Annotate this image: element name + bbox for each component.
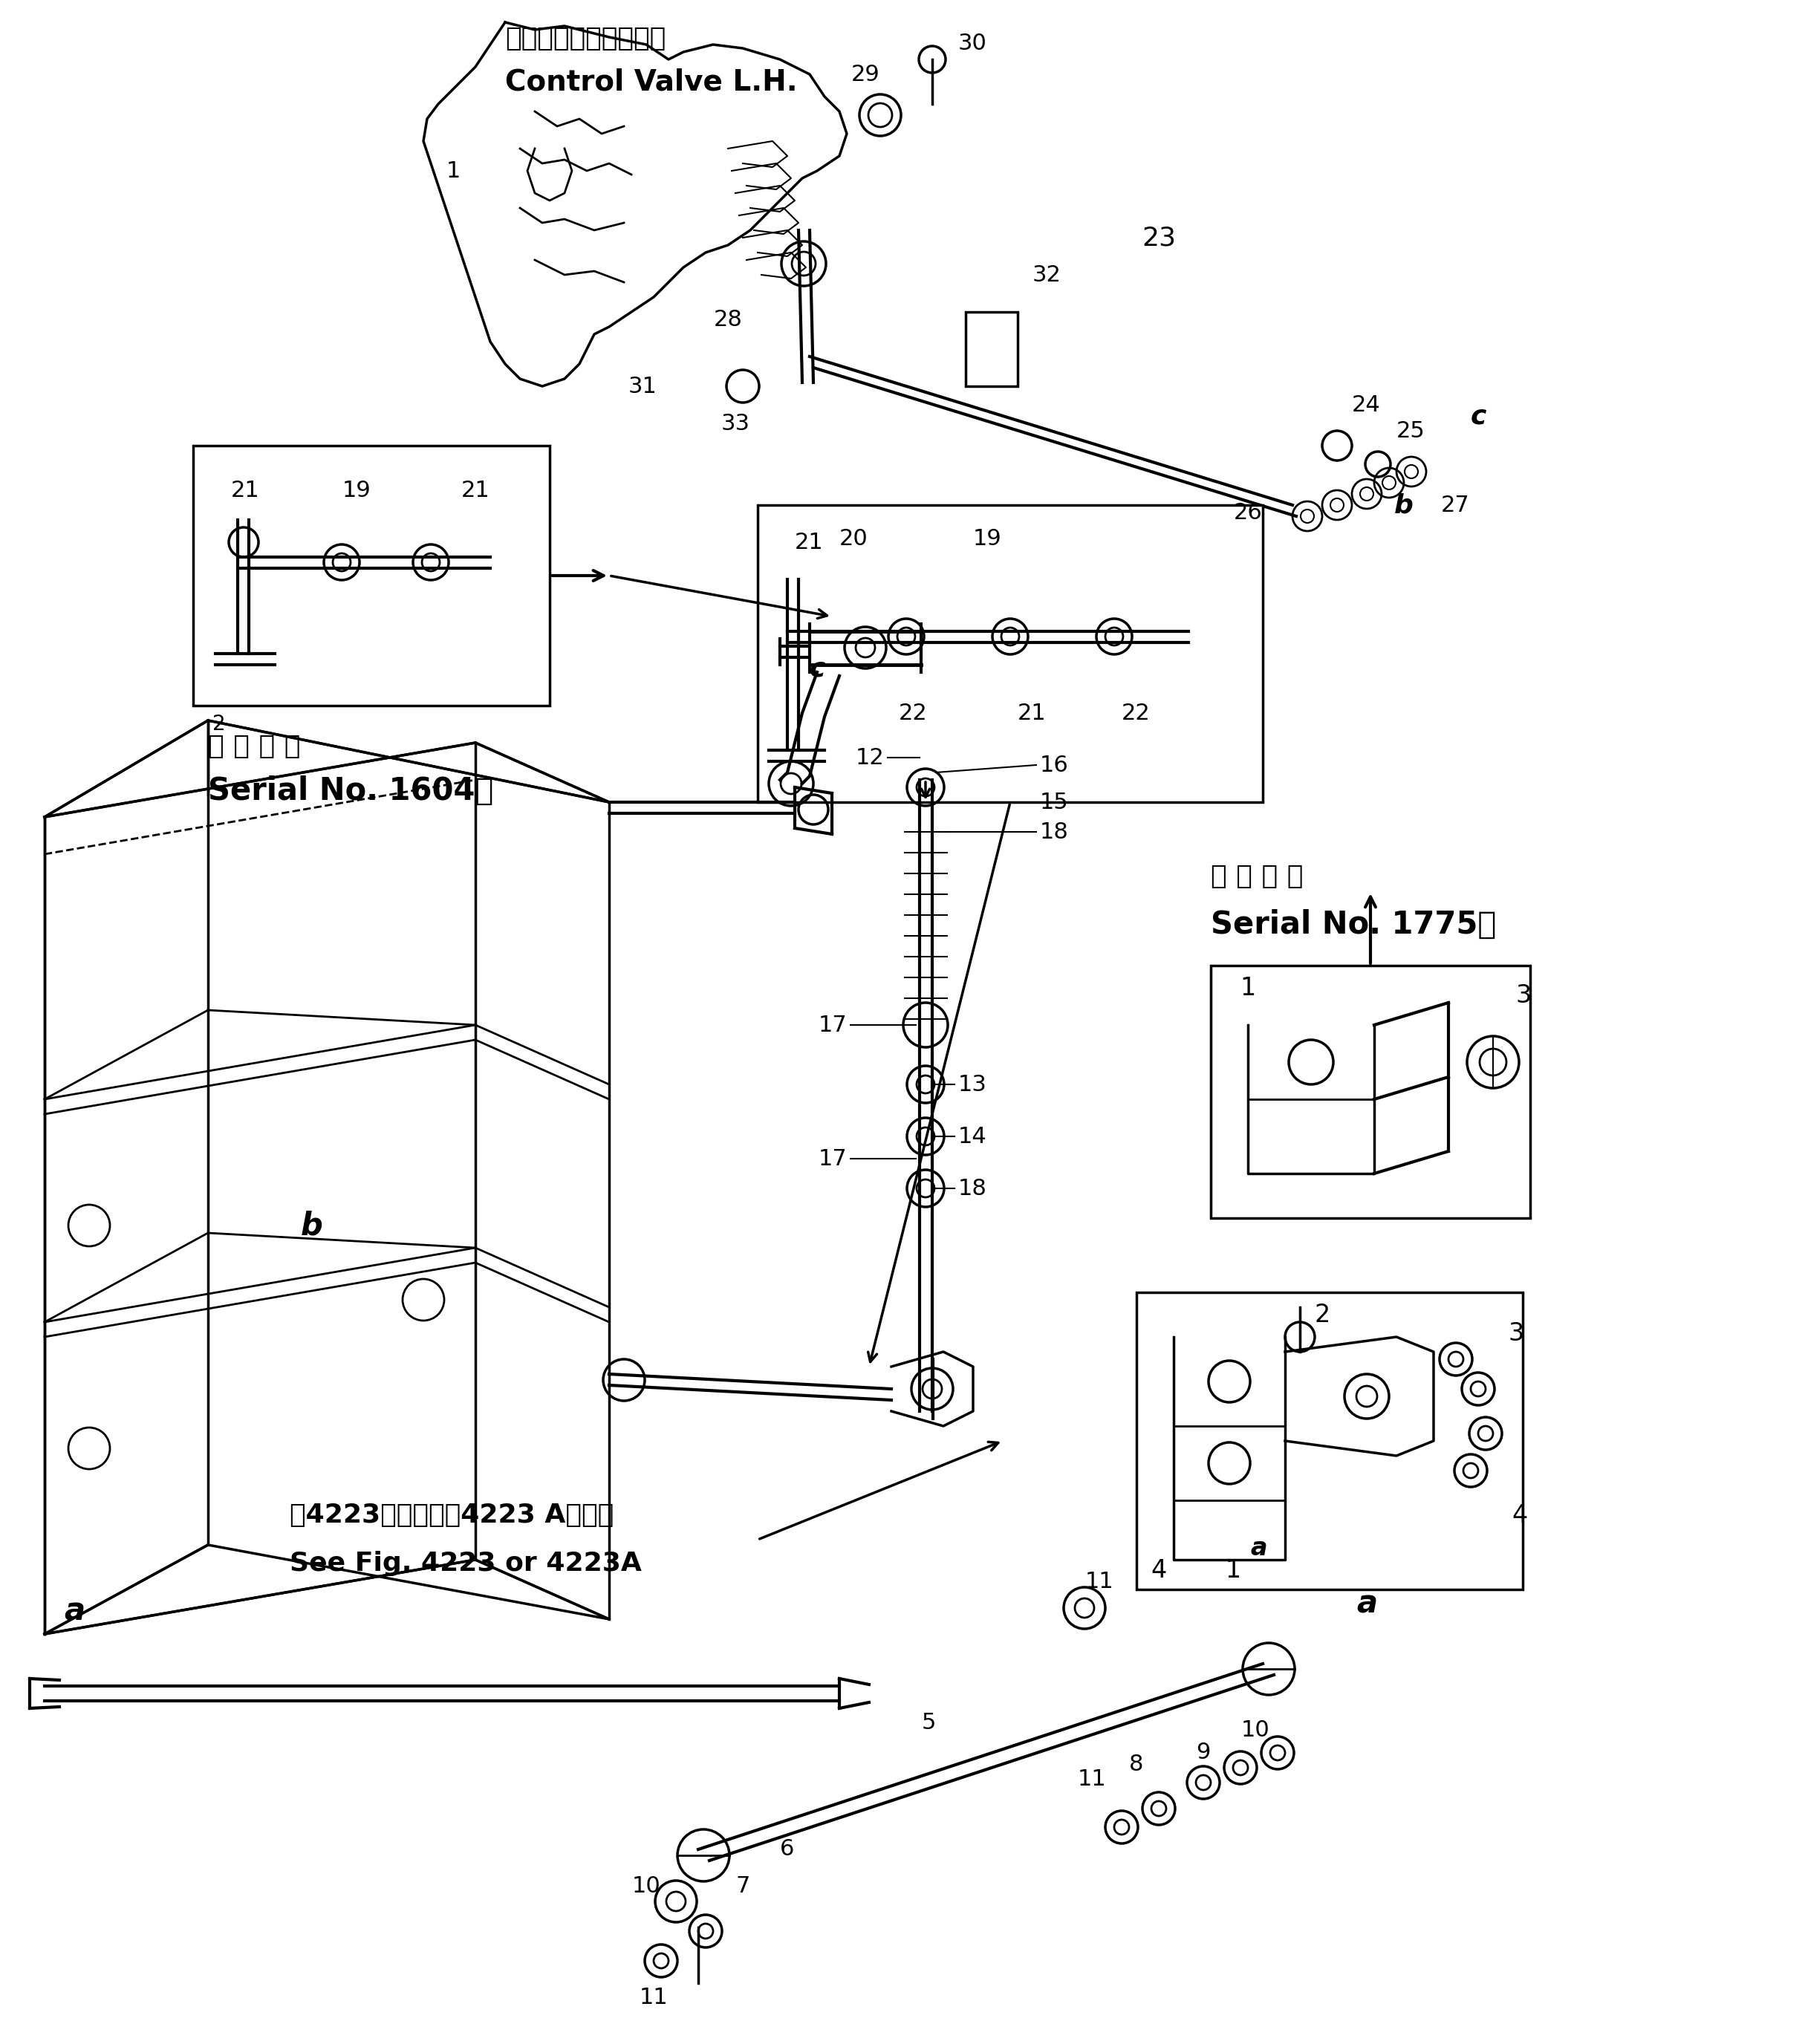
Text: コントロールバルブ左: コントロールバルブ左	[505, 27, 666, 51]
Text: b: b	[1393, 493, 1413, 517]
Text: 7: 7	[736, 1876, 751, 1897]
Text: 10: 10	[1240, 1719, 1269, 1741]
Text: 15: 15	[1040, 791, 1069, 814]
Bar	[966, 313, 1018, 386]
Text: Control Valve L.H.: Control Valve L.H.	[505, 67, 798, 96]
Text: a: a	[63, 1596, 85, 1627]
Text: 21: 21	[231, 480, 260, 501]
Text: 17: 17	[818, 1149, 847, 1169]
Text: 20: 20	[839, 527, 868, 550]
Text: 2: 2	[213, 713, 226, 734]
Text: ㄥ4223図またはㄥ4223 A図参照: ㄥ4223図またはㄥ4223 A図参照	[289, 1502, 614, 1527]
Text: 適 用 号 機: 適 用 号 機	[208, 734, 300, 758]
Text: 11: 11	[1085, 1572, 1114, 1592]
Text: 28: 28	[713, 309, 742, 331]
Text: 18: 18	[958, 1177, 987, 1200]
Bar	[193, 446, 551, 705]
Text: 4: 4	[1511, 1502, 1527, 1527]
Text: 24: 24	[1352, 394, 1381, 415]
Text: 32: 32	[1032, 264, 1061, 286]
Text: 17: 17	[818, 1014, 847, 1036]
Text: 22: 22	[899, 703, 928, 724]
Bar	[1211, 965, 1531, 1218]
Text: 27: 27	[1440, 495, 1469, 515]
Text: c: c	[1471, 403, 1487, 429]
Text: 21: 21	[460, 480, 489, 501]
Text: 2: 2	[1314, 1302, 1330, 1327]
Text: 適 用 号 機: 適 用 号 機	[1211, 865, 1303, 889]
Text: 33: 33	[720, 413, 749, 433]
Text: 14: 14	[958, 1126, 987, 1147]
Text: 18: 18	[1040, 822, 1069, 842]
Text: Serial No. 1775～: Serial No. 1775～	[1211, 910, 1496, 940]
Text: 3: 3	[1516, 983, 1531, 1008]
Text: a: a	[1356, 1588, 1377, 1621]
Text: 1: 1	[1240, 975, 1256, 1000]
Text: 9: 9	[1197, 1741, 1211, 1764]
Text: 26: 26	[1233, 501, 1262, 523]
Text: 16: 16	[1040, 754, 1069, 777]
Text: 11: 11	[639, 1987, 668, 2009]
Text: 13: 13	[958, 1073, 987, 1096]
Text: 12: 12	[856, 746, 884, 769]
Text: 1: 1	[446, 159, 460, 182]
Text: 21: 21	[794, 531, 823, 554]
Text: 30: 30	[958, 33, 987, 53]
Text: 6: 6	[780, 1840, 794, 1860]
Text: 8: 8	[1130, 1754, 1144, 1774]
Text: 10: 10	[632, 1876, 661, 1897]
Text: 4: 4	[1152, 1560, 1166, 1584]
Bar	[1137, 1292, 1523, 1590]
Text: 19: 19	[343, 480, 372, 501]
Text: 31: 31	[628, 376, 657, 397]
Text: a: a	[1251, 1537, 1267, 1562]
Text: 23: 23	[1143, 225, 1175, 249]
Text: 5: 5	[921, 1713, 935, 1733]
Text: 1: 1	[1226, 1560, 1240, 1584]
Text: 22: 22	[1121, 703, 1150, 724]
Text: See Fig. 4223 or 4223A: See Fig. 4223 or 4223A	[289, 1551, 643, 1576]
Text: 25: 25	[1397, 419, 1426, 442]
Text: 11: 11	[1078, 1768, 1106, 1791]
Text: 29: 29	[850, 63, 879, 86]
Bar	[758, 505, 1264, 801]
Text: 3: 3	[1507, 1320, 1523, 1345]
Text: c: c	[809, 656, 825, 681]
Text: 19: 19	[973, 527, 1002, 550]
Text: b: b	[301, 1210, 323, 1241]
Text: Serial No. 1604～: Serial No. 1604～	[208, 775, 493, 807]
Text: 21: 21	[1018, 703, 1047, 724]
